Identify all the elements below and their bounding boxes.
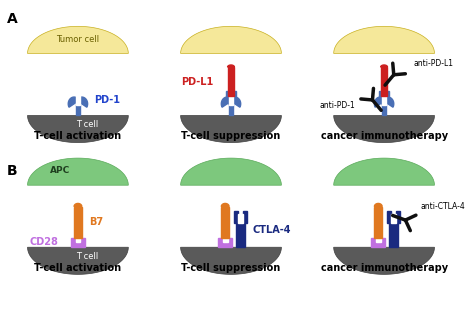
Polygon shape [374,206,382,238]
Polygon shape [27,247,128,274]
Polygon shape [221,204,229,206]
Polygon shape [68,97,79,107]
Polygon shape [181,247,282,274]
Polygon shape [382,92,386,105]
Polygon shape [181,116,282,143]
Polygon shape [229,104,233,116]
Polygon shape [221,97,232,107]
Polygon shape [383,97,394,107]
Text: cancer immunotherapy: cancer immunotherapy [320,131,447,141]
Polygon shape [390,223,398,247]
Polygon shape [181,158,282,185]
Polygon shape [228,67,235,96]
Polygon shape [381,65,387,67]
Text: B7: B7 [90,217,104,227]
Polygon shape [381,67,387,96]
Polygon shape [334,247,435,274]
Text: T-cell suppression: T-cell suppression [182,263,281,273]
Polygon shape [223,235,228,242]
Polygon shape [235,211,238,223]
Text: T-cell activation: T-cell activation [34,263,121,273]
Text: APC: APC [50,166,71,175]
Text: T cell: T cell [76,120,99,129]
Polygon shape [226,91,236,101]
Polygon shape [74,204,82,206]
Polygon shape [334,116,435,143]
Polygon shape [396,211,400,223]
Text: Tumor cell: Tumor cell [56,35,100,44]
Polygon shape [27,26,128,53]
Polygon shape [372,238,385,247]
Polygon shape [374,204,382,206]
Polygon shape [27,158,128,185]
Polygon shape [243,211,247,223]
Polygon shape [228,65,235,67]
Text: cancer immunotherapy: cancer immunotherapy [320,263,447,273]
Text: anti-CTLA-4: anti-CTLA-4 [421,202,465,211]
Text: T cell: T cell [76,252,99,261]
Polygon shape [376,235,381,242]
Polygon shape [392,214,396,223]
Text: anti-PD-1: anti-PD-1 [319,101,355,110]
Polygon shape [75,235,81,242]
Polygon shape [71,238,85,247]
Polygon shape [76,104,80,116]
Text: T-cell activation: T-cell activation [34,131,121,141]
Polygon shape [238,214,243,223]
Text: PD-L1: PD-L1 [182,77,214,87]
Polygon shape [219,238,232,247]
Polygon shape [379,101,389,104]
Polygon shape [334,158,435,185]
Polygon shape [374,97,385,107]
Polygon shape [334,26,435,53]
Text: A: A [7,12,18,26]
Polygon shape [77,97,88,107]
Polygon shape [387,211,392,223]
Polygon shape [27,116,128,143]
Polygon shape [229,92,233,105]
Polygon shape [379,91,389,101]
Polygon shape [76,92,80,105]
Polygon shape [230,97,241,107]
Text: T-cell suppression: T-cell suppression [182,131,281,141]
Text: CD28: CD28 [30,237,59,247]
Polygon shape [221,206,229,238]
Text: B: B [7,164,18,178]
Text: PD-1: PD-1 [94,95,120,105]
Text: anti-PD-L1: anti-PD-L1 [413,59,453,68]
Polygon shape [237,223,245,247]
Polygon shape [226,101,236,104]
Polygon shape [181,26,282,53]
Polygon shape [74,206,82,238]
Text: CTLA-4: CTLA-4 [252,225,291,235]
Polygon shape [382,104,386,116]
